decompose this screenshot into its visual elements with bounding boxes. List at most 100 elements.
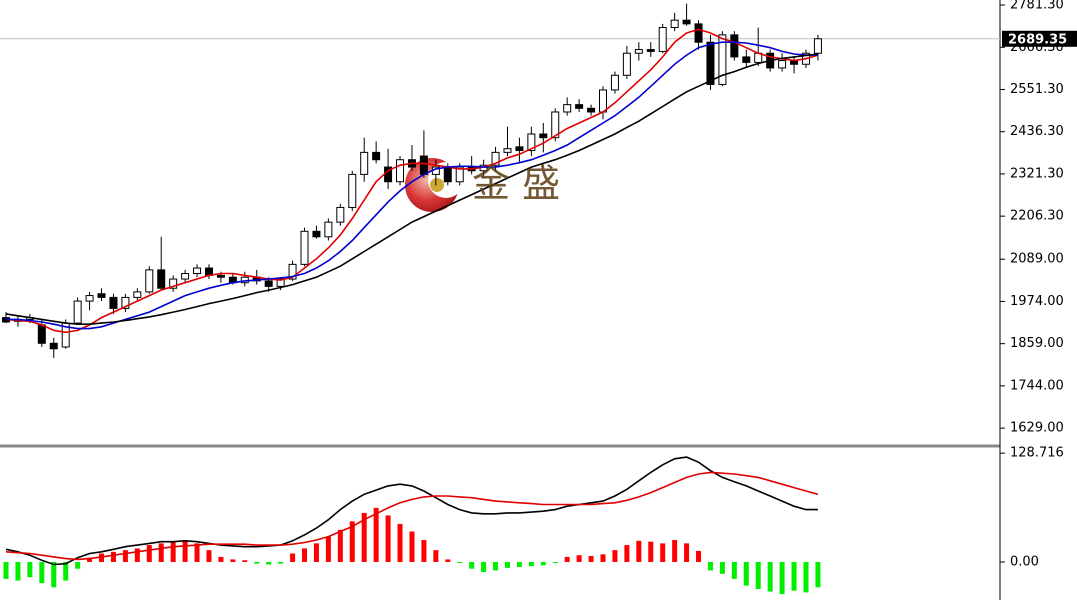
histogram-bar (528, 561, 534, 567)
histogram-bar (648, 541, 654, 562)
histogram-bar (194, 543, 200, 562)
y-tick-label: 128.716 (1010, 446, 1064, 461)
candle-body (264, 280, 273, 287)
indicator-line (5, 456, 818, 566)
candle-body (348, 173, 357, 208)
candle-body (169, 278, 178, 289)
histogram-bar (27, 561, 33, 578)
candle-body (491, 151, 500, 166)
histogram-bar (445, 559, 451, 562)
y-tick-label: 1859.00 (1010, 336, 1064, 351)
candle-body (157, 269, 166, 289)
histogram-bar (266, 561, 272, 565)
candle-body (396, 159, 405, 183)
histogram-bar (242, 560, 248, 562)
candle-body (85, 295, 94, 302)
candle-body (551, 111, 560, 139)
histogram-bar (612, 550, 618, 562)
logo-dot (430, 178, 444, 192)
candle-body (778, 60, 787, 69)
histogram-bar (564, 556, 570, 562)
candle-body (276, 278, 285, 287)
histogram-bar (457, 561, 463, 563)
y-tick-label: 2089.00 (1010, 252, 1064, 267)
candle-body (742, 56, 751, 63)
y-tick-label: 1974.00 (1010, 294, 1064, 309)
histogram-bar (325, 536, 331, 562)
histogram-bar (134, 548, 140, 562)
candle-body (730, 34, 739, 58)
candle-body (133, 291, 142, 298)
candle-body (73, 300, 82, 324)
watermark: 金 盛 (472, 162, 560, 206)
histogram-bar (75, 561, 81, 569)
histogram-bar (349, 521, 355, 562)
histogram-bar (87, 557, 93, 562)
histogram-bar (146, 545, 152, 562)
histogram-bar (39, 561, 45, 584)
candle-body (515, 146, 524, 152)
y-tick-label: 2781.30 (1010, 0, 1064, 13)
histogram-bar (206, 550, 212, 562)
histogram-bar (767, 561, 773, 592)
histogram-bar (313, 543, 319, 562)
histogram-bar (743, 561, 749, 586)
histogram-bar (588, 556, 594, 562)
histogram-bar (63, 561, 69, 581)
histogram-bar (409, 531, 415, 562)
indicator-line (5, 471, 819, 561)
y-tick-label: 2206.30 (1010, 209, 1064, 224)
histogram-bar (469, 561, 475, 569)
candle-body (109, 296, 118, 309)
candle-body (670, 19, 679, 29)
histogram-bar (385, 515, 391, 562)
histogram-bar (421, 539, 427, 562)
histogram-bar (373, 507, 379, 562)
histogram-bar (719, 561, 725, 574)
histogram-bar (99, 553, 105, 562)
candle-body (97, 293, 106, 298)
candle-body (622, 52, 631, 76)
y-tick-label: 1629.00 (1010, 421, 1064, 436)
histogram-bar (815, 561, 821, 588)
candle-body (288, 263, 297, 280)
y-tick-label: 2551.30 (1010, 82, 1064, 97)
histogram-bar (361, 512, 367, 562)
candle-body (646, 49, 655, 52)
candle-body (634, 49, 643, 54)
histogram-bar (636, 540, 642, 562)
histogram-bar (3, 561, 9, 579)
candle-body (312, 230, 321, 238)
histogram-bar (481, 561, 487, 573)
candle-body (587, 107, 596, 113)
histogram-bar (170, 541, 176, 562)
histogram-bar (278, 561, 284, 564)
histogram-bar (779, 561, 785, 595)
histogram-bar (624, 545, 630, 562)
histogram-bar (803, 561, 809, 593)
candle-body (181, 273, 190, 280)
y-tick-label: 2436.30 (1010, 124, 1064, 139)
indicator-line (5, 53, 818, 325)
indicator-line (5, 28, 819, 334)
histogram-bar (290, 553, 296, 562)
candle-body (563, 104, 572, 113)
histogram-bar (696, 550, 702, 562)
histogram-bar (540, 561, 546, 566)
candle-body (360, 151, 369, 175)
candle-body (372, 151, 381, 161)
candle-body (718, 34, 727, 85)
histogram-bar (684, 543, 690, 562)
histogram-bar (516, 561, 522, 568)
histogram-bar (254, 561, 260, 564)
candle-body (599, 89, 607, 113)
candle-body (145, 269, 154, 293)
candle-body (813, 38, 822, 54)
last-price-box (1002, 30, 1077, 47)
y-tick-label: 0.00 (1010, 554, 1039, 569)
candle-body (336, 206, 345, 223)
candle-body (610, 74, 619, 91)
candle-body (419, 155, 428, 175)
histogram-bar (433, 550, 439, 562)
